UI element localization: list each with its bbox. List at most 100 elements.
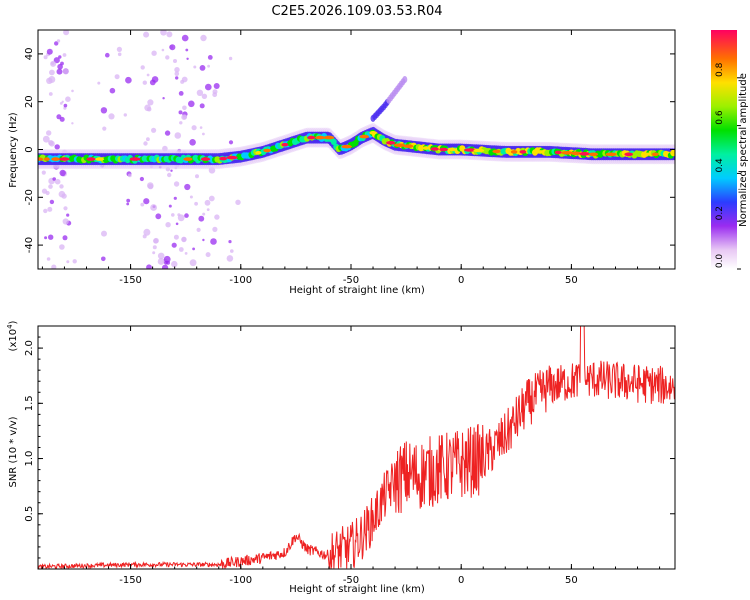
- spectrum-noise-dot: [208, 195, 215, 202]
- spectrum-marks: [38, 30, 675, 269]
- spectrum-noise-dot: [58, 190, 66, 198]
- spectrum-noise-dot: [59, 244, 65, 250]
- spectrum-noise-dot: [184, 183, 191, 191]
- spectrum-noise-dot: [146, 264, 152, 269]
- spectrum-noise-dot: [50, 60, 57, 67]
- colorbar: 0.0 0.2 0.4 0.6 0.8 Normalized spectral ampl…: [711, 30, 749, 270]
- spectrum-noise-dot: [62, 218, 69, 225]
- spectrum-noise-dot: [49, 140, 55, 147]
- spectrum-noise-dot: [175, 222, 179, 226]
- spectrum-noise-dot: [208, 167, 216, 174]
- spectrum-noise-dot: [42, 135, 50, 143]
- spectrum-noise-dot: [139, 176, 144, 182]
- spectrum-branch: [402, 76, 408, 83]
- spectrum-ridge-peak: [341, 144, 352, 149]
- spectrum-noise-dot: [228, 140, 234, 145]
- spectrum-ridge-peak: [315, 135, 325, 140]
- spectrum-noise-dot: [46, 257, 51, 261]
- spectrum-ytick-label: 40: [24, 48, 35, 61]
- spectrum-ridge-peak: [519, 150, 527, 154]
- spectrum-ridge-peak: [393, 143, 406, 147]
- spectrum-noise-dot: [48, 92, 53, 96]
- spectrum-noise-dot: [125, 76, 132, 84]
- spectrum-ridge-peak: [95, 157, 105, 161]
- spectrum-noise-dot: [184, 252, 188, 255]
- spectrum-ridge-peak: [403, 144, 414, 148]
- spectrum-ridge-core: [670, 149, 675, 157]
- spectrum-noise-dot: [189, 259, 197, 267]
- spectrum-ytick-label: 20: [24, 95, 35, 108]
- spectrum-noise-dot: [108, 113, 115, 120]
- spectrum-ridge-peak: [422, 146, 430, 150]
- spectrum-noise-dot: [202, 212, 206, 216]
- spectrum-noise-dot: [43, 55, 48, 60]
- spectrum-ridge-peak: [386, 141, 396, 145]
- spectrum-noise-dot: [201, 93, 208, 100]
- spectrum-ridge-peak: [624, 152, 634, 157]
- spectrum-ridge-peak: [359, 134, 370, 139]
- spectrum-xtick-label: -100: [229, 275, 252, 286]
- spectrum-noise-dot: [123, 113, 128, 117]
- spectrum-ytick-label: -20: [24, 189, 35, 205]
- spectrum-ridge-peak: [263, 148, 272, 153]
- spectrum-ridge-peak: [51, 157, 60, 161]
- spectrum-noise-dot: [143, 141, 148, 146]
- colorbar-tick-label: 0.4: [715, 158, 725, 173]
- colorbar-tick-label: 0.2: [715, 206, 725, 220]
- spectrum-ridge-peak: [307, 135, 316, 140]
- spectrum-noise-dot: [192, 247, 196, 251]
- colorbar-tick-label: 0.6: [715, 110, 725, 125]
- snr-series-line: [38, 326, 675, 569]
- spectrum-noise-dot: [63, 103, 68, 108]
- spectrum-ridge-peak: [219, 156, 227, 161]
- snr-exponent: (x104): [6, 320, 19, 351]
- spectrum-noise-dot: [41, 170, 46, 175]
- spectrum-noise-dot: [194, 201, 199, 206]
- spectrum-noise-dot: [178, 110, 183, 115]
- spectrum-noise-dot: [168, 204, 172, 208]
- spectrum-noise-dot: [105, 52, 110, 58]
- spectrum-noise-dot: [63, 206, 68, 211]
- spectrum-noise-dot: [43, 208, 48, 214]
- spectrum-noise-dot: [140, 202, 145, 207]
- spectrum-ridge-peak: [281, 142, 289, 147]
- spectrum-noise-dot: [196, 89, 204, 97]
- spectrum-ridge-peak: [369, 131, 377, 135]
- spectrum-ridge-peak: [536, 150, 545, 154]
- spectrum-noise-dot: [210, 238, 217, 245]
- spectrum-noise-dot: [140, 65, 145, 70]
- spectrum-xtick-label: 0: [458, 275, 464, 286]
- spectrum-ridge-peak: [43, 157, 50, 161]
- spectrum-noise-dot: [56, 39, 61, 43]
- spectrum-noise-dot: [46, 130, 52, 136]
- spectrum-noise-dot: [62, 53, 67, 57]
- spectrum-noise-dot: [66, 213, 70, 217]
- spectrum-xtick-label: -50: [343, 275, 359, 286]
- colorbar-ticks: 0.0 0.2 0.4 0.6 0.8: [715, 62, 741, 270]
- spectrum-ytick-label: 0: [24, 146, 35, 152]
- spectrum-noise-dot: [193, 65, 197, 69]
- spectrum-noise-dot: [59, 169, 66, 177]
- spectrum-noise-dot: [59, 102, 63, 105]
- spectrum-noise-dot: [188, 100, 195, 108]
- spectrum-noise-dot: [114, 74, 120, 80]
- spectrum-noise-dot: [205, 252, 211, 258]
- spectrum-noise-dot: [97, 81, 101, 85]
- spectrum-ridge-peak: [200, 157, 211, 161]
- spectrum-noise-dot: [72, 259, 77, 264]
- spectrum-noise-dot: [165, 167, 171, 172]
- spectrum-noise-dot: [100, 107, 108, 114]
- spectrum-noise-dot: [202, 132, 205, 136]
- spectrum-ridge-peak: [588, 152, 599, 157]
- spectrum-noise-dot: [66, 260, 70, 264]
- spectrum-noise-dot: [65, 96, 71, 102]
- snr-ticks: -150 -100 -50 0 50 0.5 1.0 1.5 2.0: [24, 326, 675, 586]
- spectrum-noise-dot: [212, 226, 218, 232]
- spectrum-noise-dot: [101, 256, 106, 262]
- spectrum-noise-dot: [48, 234, 54, 240]
- spectrum-noise-dot: [170, 169, 173, 172]
- spectrum-noise-dot: [184, 213, 189, 218]
- spectrum-noise-dot: [196, 227, 201, 232]
- spectrum-noise-dot: [149, 79, 156, 86]
- spectrum-noise-dot: [117, 52, 122, 57]
